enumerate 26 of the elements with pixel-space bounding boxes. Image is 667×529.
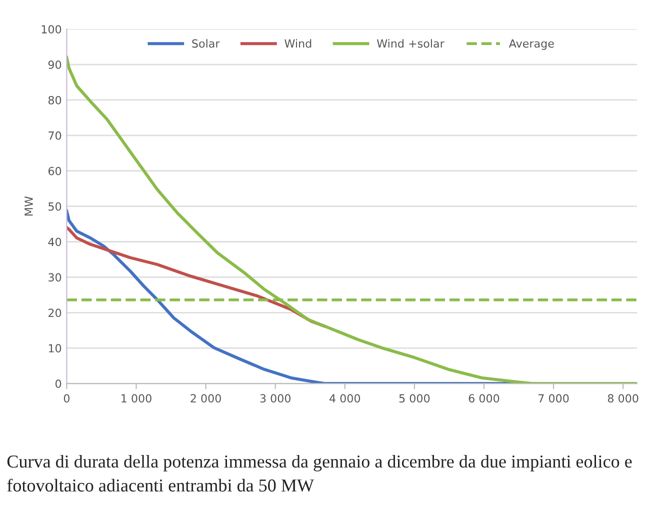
legend-label: Solar [192,39,220,48]
x-tick-label: 2 000 [190,394,221,403]
y-axis-title: MW [24,196,33,216]
x-tick-label: 4 000 [330,394,360,403]
y-tick-label: 0 [56,380,62,388]
x-tick-label: 0 [64,394,70,403]
legend-label: Average [508,39,554,50]
x-tick-label: 1 000 [122,394,152,403]
legend-label: Wind [284,39,312,48]
x-tick-label: 5 000 [399,394,430,403]
text: Curva di durata della potenza immessa da gennaio a dicembre da due impianti eolico e fotovoltaico adiacenti entrambi da 50 MW [7,454,632,492]
y-tick-label: 100 [42,25,62,34]
y-tick-label: 60 [48,166,62,176]
x-tick-label: 6 000 [468,394,500,403]
y-tick-label: 70 [48,131,62,140]
y-tick-label: 90 [48,60,62,69]
x-tick-label: 7 000 [538,394,569,403]
x-tick-label: 3 000 [260,394,291,403]
y-tick-label: 20 [48,308,62,318]
y-tick-label: 50 [48,202,62,211]
x-tick-label: 8 000 [608,394,638,403]
y-tick-label: 40 [48,238,62,246]
y-tick-label: 80 [48,96,62,104]
legend-label: Wind +solar [376,39,444,48]
y-tick-label: 30 [48,273,62,282]
y-tick-label: 10 [48,344,62,352]
